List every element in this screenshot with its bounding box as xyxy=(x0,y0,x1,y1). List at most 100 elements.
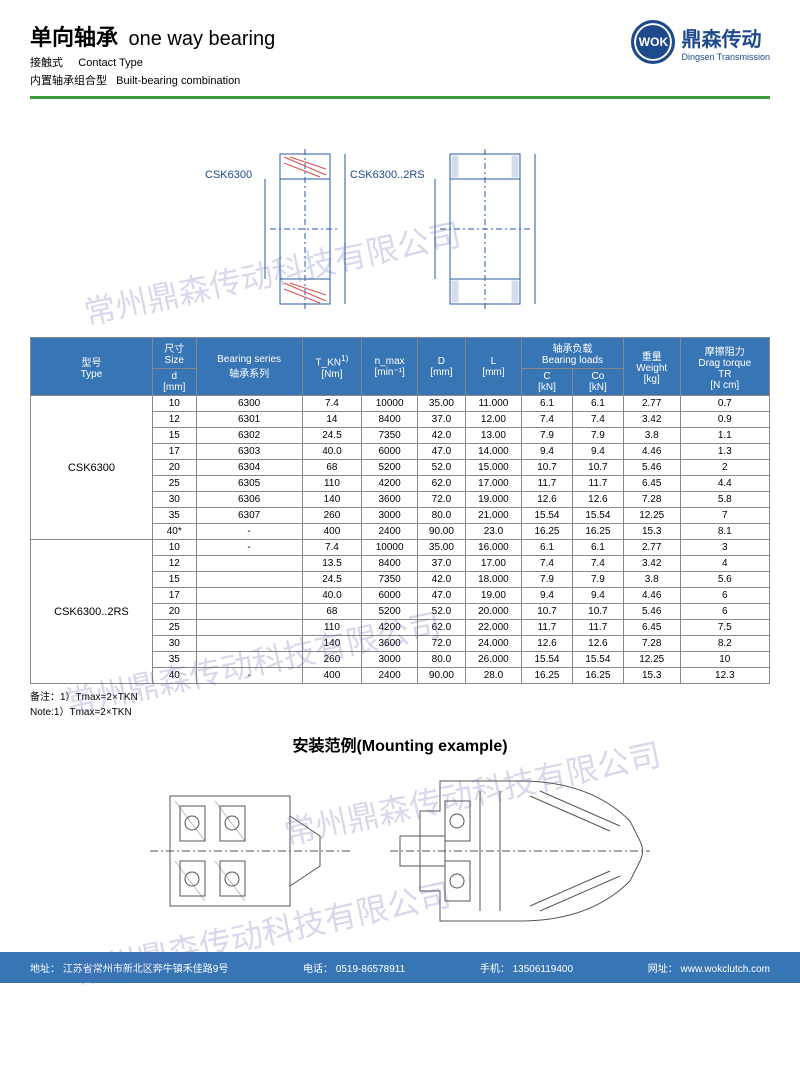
cell-nmax: 5200 xyxy=(362,460,418,476)
cell-tr: 0.9 xyxy=(680,412,769,428)
bearing-diagram-2-icon xyxy=(430,149,540,309)
cell-kg: 6.45 xyxy=(623,620,680,636)
cell-Co: 9.4 xyxy=(572,588,623,604)
cell-kg: 2.77 xyxy=(623,540,680,556)
cell-tkn: 68 xyxy=(302,460,362,476)
footer-mobile-label: 手机： xyxy=(480,964,510,975)
cell-tkn: 140 xyxy=(302,492,362,508)
th-loads: 轴承负载 Bearing loads xyxy=(522,338,624,369)
cell-series: 6302 xyxy=(196,428,302,444)
cell-tkn: 7.4 xyxy=(302,540,362,556)
cell-L: 11.000 xyxy=(465,396,521,412)
cell-C: 9.4 xyxy=(522,588,573,604)
footer: 地址： 江苏省常州市新北区奔牛镇禾佳路9号 电话： 0519-86578911 … xyxy=(0,952,800,983)
cell-nmax: 3600 xyxy=(362,492,418,508)
cell-d: 35 xyxy=(152,652,196,668)
cell-tr: 5.8 xyxy=(680,492,769,508)
cell-series xyxy=(196,604,302,620)
cell-D: 72.0 xyxy=(417,492,465,508)
cell-D: 62.0 xyxy=(417,476,465,492)
cell-Co: 9.4 xyxy=(572,444,623,460)
cell-nmax: 2400 xyxy=(362,668,418,684)
cell-kg: 12.25 xyxy=(623,652,680,668)
cell-tkn: 110 xyxy=(302,476,362,492)
cell-tr: 10 xyxy=(680,652,769,668)
cell-D: 35.00 xyxy=(417,540,465,556)
th-co: Co [kN] xyxy=(572,369,623,396)
cell-d: 17 xyxy=(152,588,196,604)
cell-tr: 0.7 xyxy=(680,396,769,412)
cell-series xyxy=(196,620,302,636)
cell-series: - xyxy=(196,524,302,540)
cell-D: 35.00 xyxy=(417,396,465,412)
footer-web-label: 网址： xyxy=(648,964,678,975)
th-type: 型号 Type xyxy=(31,338,153,396)
cell-tr: 6 xyxy=(680,588,769,604)
cell-tkn: 110 xyxy=(302,620,362,636)
cell-series: 6303 xyxy=(196,444,302,460)
cell-d: 30 xyxy=(152,636,196,652)
logo-cn: 鼎森传动 xyxy=(681,23,770,52)
cell-L: 14.000 xyxy=(465,444,521,460)
cell-kg: 3.8 xyxy=(623,428,680,444)
cell-series: - xyxy=(196,540,302,556)
cell-D: 47.0 xyxy=(417,444,465,460)
cell-D: 90.00 xyxy=(417,668,465,684)
cell-Co: 12.6 xyxy=(572,636,623,652)
type-cell: CSK6300..2RS xyxy=(31,540,153,684)
cell-C: 12.6 xyxy=(522,492,573,508)
cell-kg: 12.25 xyxy=(623,508,680,524)
mounting-title: 安装范例(Mounting example) xyxy=(30,732,770,756)
cell-tkn: 24.5 xyxy=(302,428,362,444)
cell-d: 30 xyxy=(152,492,196,508)
cell-C: 10.7 xyxy=(522,604,573,620)
subtitle1-cn: 接触式 xyxy=(30,57,63,69)
cell-d: 20 xyxy=(152,604,196,620)
footer-tel-label: 电话： xyxy=(303,964,333,975)
cell-kg: 2.77 xyxy=(623,396,680,412)
footer-tel: 0519-86578911 xyxy=(336,964,405,975)
cell-kg: 7.28 xyxy=(623,492,680,508)
cell-nmax: 6000 xyxy=(362,588,418,604)
cell-L: 17.000 xyxy=(465,476,521,492)
th-tkn: T_KN1) [Nm] xyxy=(302,338,362,396)
cell-Co: 6.1 xyxy=(572,540,623,556)
cell-Co: 6.1 xyxy=(572,396,623,412)
footer-mobile: 13506119400 xyxy=(513,964,573,975)
type-cell: CSK6300 xyxy=(31,396,153,540)
cell-D: 90.00 xyxy=(417,524,465,540)
cell-tr: 8.1 xyxy=(680,524,769,540)
cell-Co: 12.6 xyxy=(572,492,623,508)
cell-d: 15 xyxy=(152,428,196,444)
logo-en: Dingsen Transmission xyxy=(681,52,770,62)
cell-tr: 8.2 xyxy=(680,636,769,652)
th-series: Bearing series 轴承系列 xyxy=(196,338,302,396)
cell-tr: 5.6 xyxy=(680,572,769,588)
divider-line xyxy=(30,96,770,99)
cell-Co: 10.7 xyxy=(572,460,623,476)
cell-series: 6304 xyxy=(196,460,302,476)
cell-L: 21.000 xyxy=(465,508,521,524)
cell-D: 52.0 xyxy=(417,604,465,620)
cell-D: 72.0 xyxy=(417,636,465,652)
cell-tr: 4.4 xyxy=(680,476,769,492)
cell-tkn: 68 xyxy=(302,604,362,620)
cell-nmax: 3000 xyxy=(362,508,418,524)
th-l: L [mm] xyxy=(465,338,521,396)
cell-nmax: 5200 xyxy=(362,604,418,620)
cell-series xyxy=(196,572,302,588)
cell-series xyxy=(196,652,302,668)
cell-C: 7.9 xyxy=(522,572,573,588)
cell-tr: 4 xyxy=(680,556,769,572)
cell-tkn: 140 xyxy=(302,636,362,652)
cell-Co: 7.4 xyxy=(572,412,623,428)
cell-nmax: 2400 xyxy=(362,524,418,540)
cell-nmax: 3000 xyxy=(362,652,418,668)
table-row: CSK6300..2RS10-7.41000035.0016.0006.16.1… xyxy=(31,540,770,556)
cell-tr: 2 xyxy=(680,460,769,476)
cell-kg: 5.46 xyxy=(623,604,680,620)
cell-Co: 11.7 xyxy=(572,620,623,636)
cell-nmax: 8400 xyxy=(362,556,418,572)
cell-tr: 6 xyxy=(680,604,769,620)
cell-nmax: 6000 xyxy=(362,444,418,460)
